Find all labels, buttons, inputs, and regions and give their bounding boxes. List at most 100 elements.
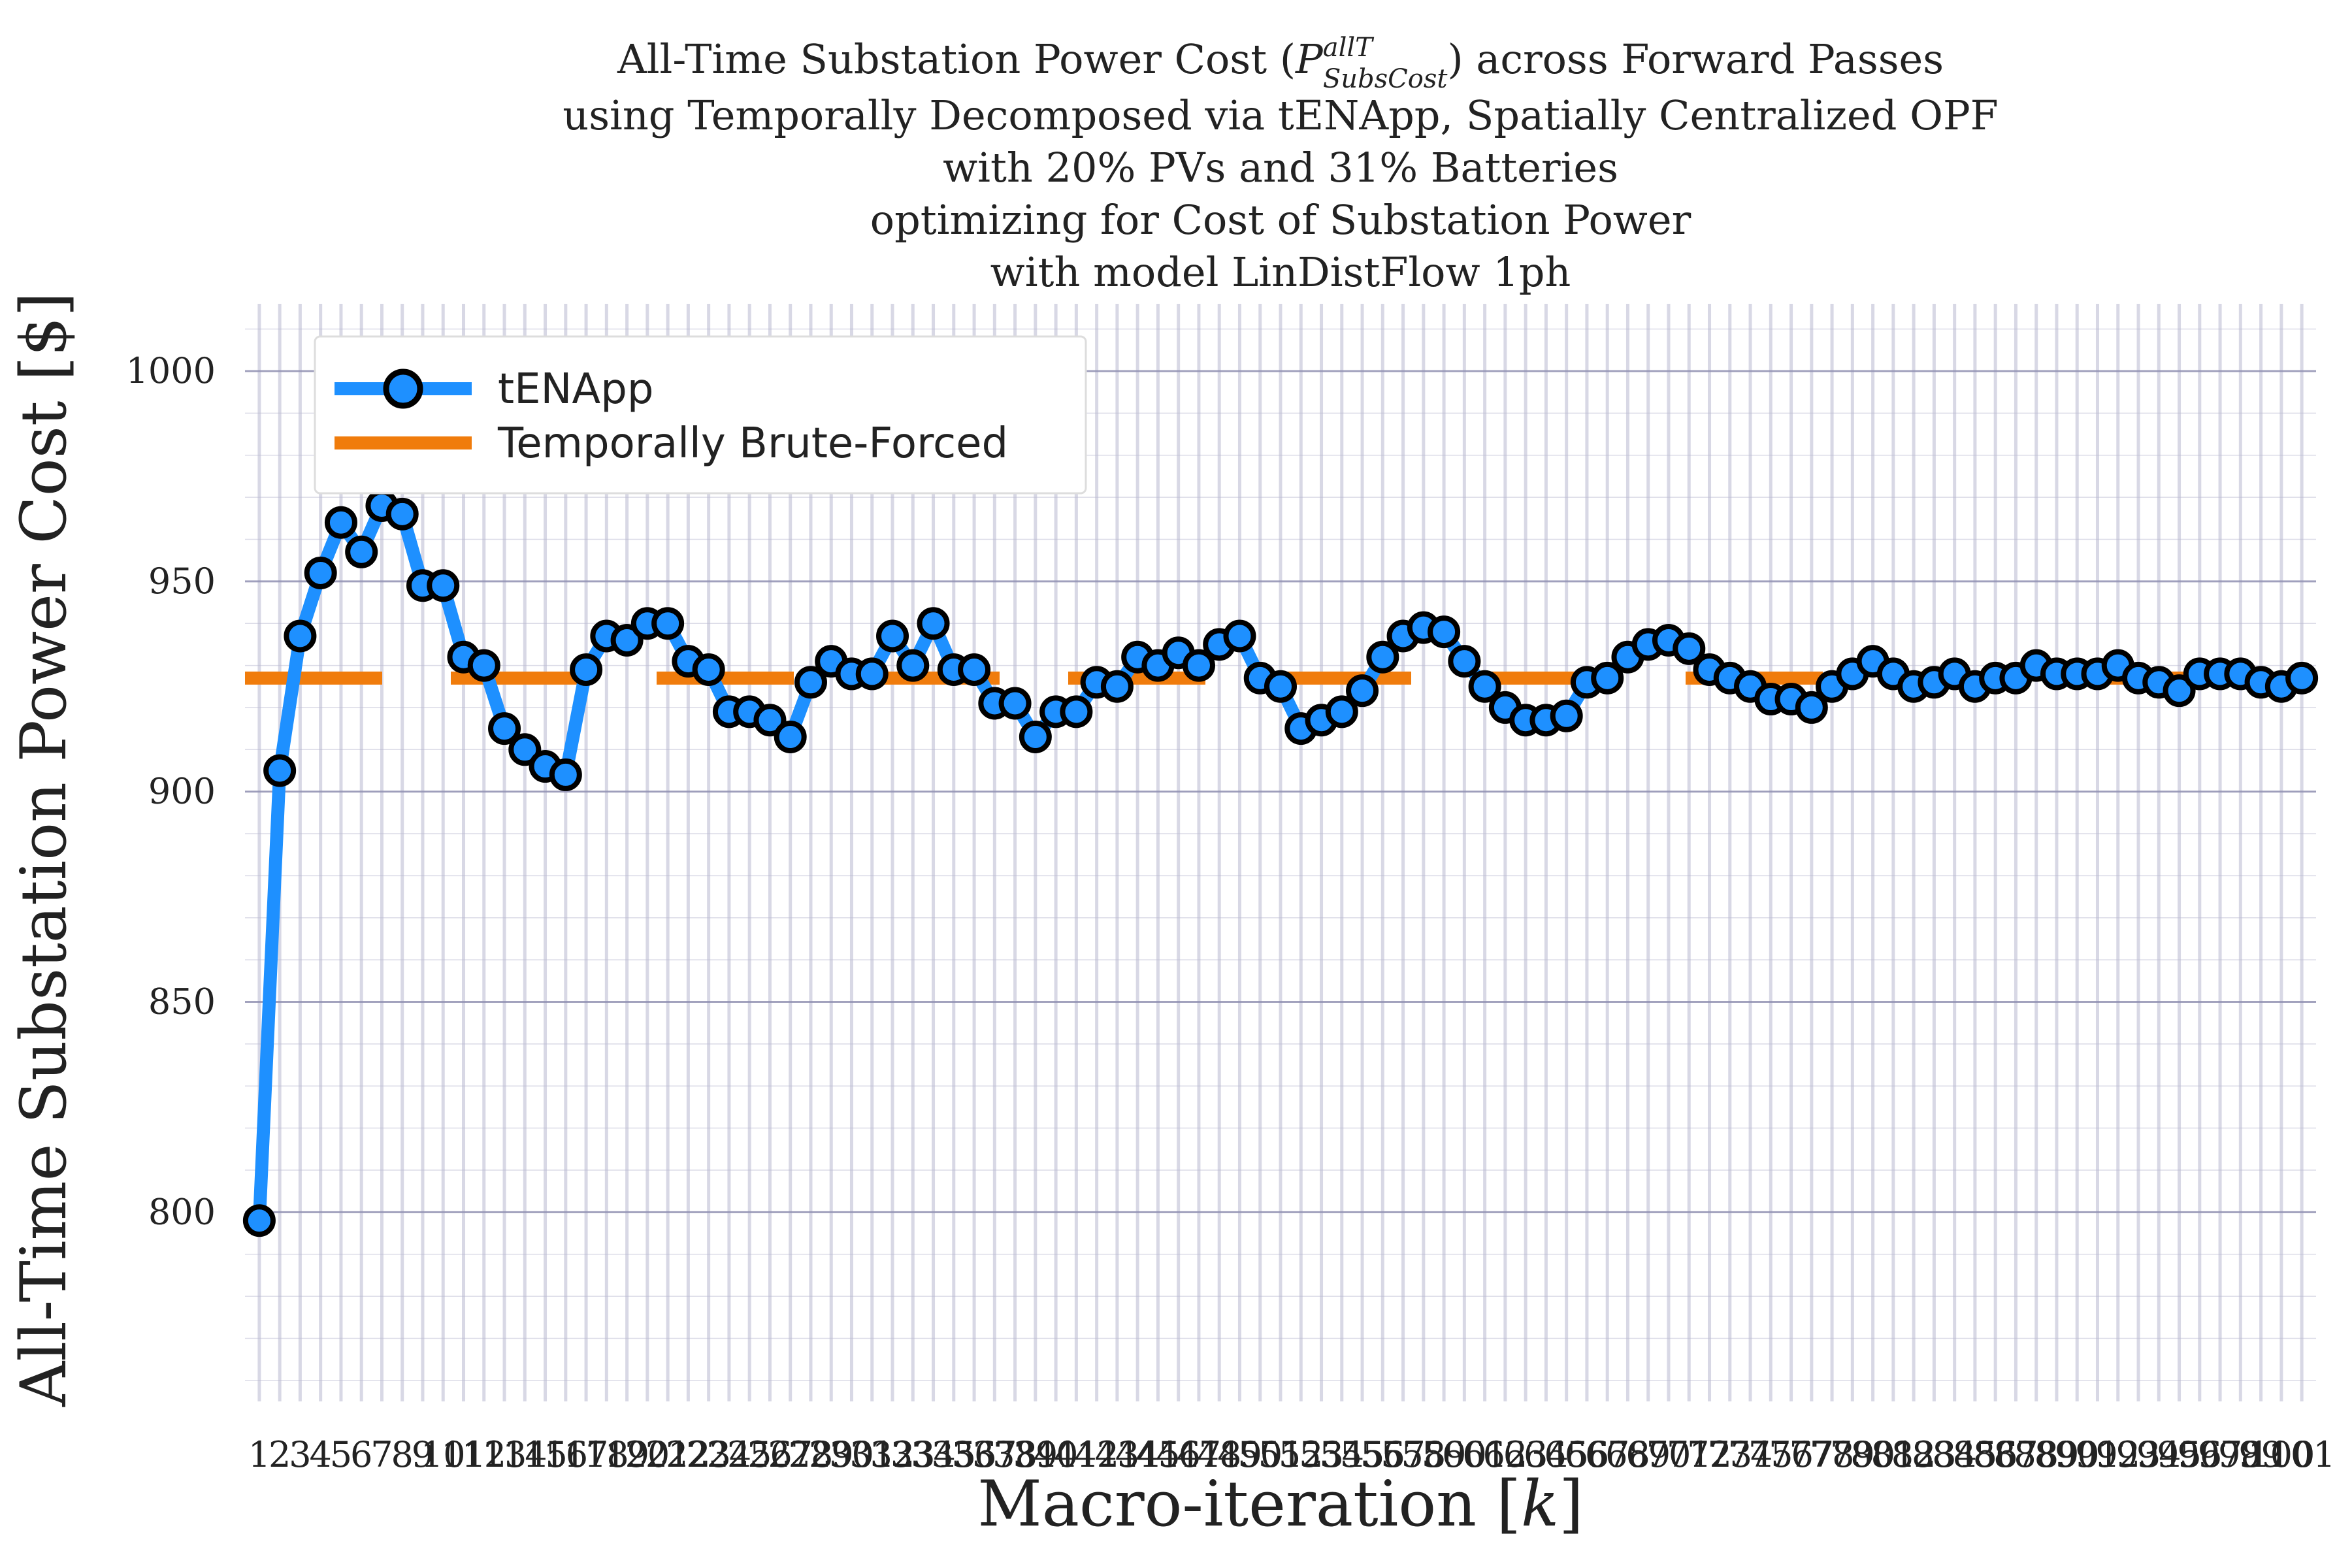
data-point-14	[508, 733, 542, 766]
data-point-101	[2285, 661, 2319, 694]
x-tick-label-61: 61	[1462, 1434, 1507, 1475]
x-tick-label-17: 17	[564, 1434, 609, 1475]
legend-tenapp-label: tENApp	[498, 365, 653, 414]
data-point-47	[1182, 649, 1215, 682]
x-tick-label-77: 77	[1789, 1434, 1834, 1475]
data-point-36	[958, 653, 991, 686]
x-tick-label-10: 10	[421, 1434, 466, 1475]
x-tick-label-35: 35	[931, 1434, 976, 1475]
title-line-1-prefix: All-Time Substation Power Cost (	[617, 35, 1296, 83]
x-tick-label-53: 53	[1299, 1434, 1344, 1475]
x-axis-label-text: Macro-iteration [	[977, 1467, 1521, 1541]
y-tick-label-850: 850	[148, 981, 216, 1022]
x-tick-label-42: 42	[1074, 1434, 1119, 1475]
data-point-33	[896, 649, 930, 682]
x-tick-label-93: 93	[2116, 1434, 2161, 1475]
x-tick-label-87: 87	[1993, 1434, 2038, 1475]
x-tick-label-21: 21	[645, 1434, 691, 1475]
tenapp-series	[242, 489, 2319, 1237]
data-point-77	[1795, 691, 1828, 724]
x-tick-label-49: 49	[1217, 1434, 1262, 1475]
x-tick-label-48: 48	[1197, 1434, 1242, 1475]
y-tick-label-800: 800	[148, 1191, 216, 1232]
x-tick-label-82: 82	[1891, 1434, 1936, 1475]
data-point-55	[1346, 674, 1379, 708]
x-axis-label: Macro-iteration [k]	[977, 1467, 1583, 1541]
x-tick-label-63: 63	[1503, 1434, 1548, 1475]
x-tick-label-40: 40	[1034, 1434, 1079, 1475]
data-point-19	[610, 623, 644, 657]
title-symbol-main: P	[1295, 35, 1324, 83]
x-tick-label-33: 33	[890, 1434, 936, 1475]
x-tick-label-59: 59	[1422, 1434, 1467, 1475]
x-tick-label-38: 38	[992, 1434, 1037, 1475]
data-point-8	[385, 497, 419, 531]
x-tick-label-91: 91	[2075, 1434, 2120, 1475]
x-tick-label-71: 71	[1667, 1434, 1712, 1475]
data-point-41	[1060, 695, 1093, 728]
x-tick-label-88: 88	[2014, 1434, 2059, 1475]
x-tick-label-64: 64	[1524, 1434, 1569, 1475]
data-point-59	[1428, 615, 1461, 649]
x-tick-label-18: 18	[584, 1434, 629, 1475]
x-tick-label-76: 76	[1769, 1434, 1814, 1475]
data-point-10	[427, 569, 460, 602]
x-tick-label-81: 81	[1871, 1434, 1916, 1475]
data-point-21	[651, 607, 685, 640]
x-tick-label-34: 34	[911, 1434, 956, 1475]
y-axis-label: All-Time Substation Power Cost [$]	[7, 292, 80, 1407]
legend: tENApp Temporally Brute-Forced	[314, 335, 1087, 495]
x-tick-label-89: 89	[2034, 1434, 2080, 1475]
data-point-17	[570, 653, 603, 686]
data-point-23	[692, 653, 725, 686]
x-tick-label-16: 16	[543, 1434, 588, 1475]
x-tick-label-28: 28	[789, 1434, 834, 1475]
x-tick-label-67: 67	[1585, 1434, 1630, 1475]
title-line-5: with model LinDistFlow 1ph	[990, 248, 1571, 296]
x-tick-label-15: 15	[523, 1434, 568, 1475]
x-tick-label-45: 45	[1135, 1434, 1181, 1475]
x-tick-label-95: 95	[2157, 1434, 2202, 1475]
data-point-95	[2163, 674, 2196, 708]
x-tick-label-9: 9	[412, 1434, 434, 1475]
x-tick-label-74: 74	[1728, 1434, 1773, 1475]
x-tick-label-31: 31	[849, 1434, 894, 1475]
data-point-4	[304, 556, 337, 589]
x-tick-label-11: 11	[441, 1434, 486, 1475]
legend-box	[314, 335, 1087, 495]
chart-title: All-Time Substation Power Cost (PallT Sub…	[563, 33, 1998, 296]
x-tick-label-7: 7	[370, 1434, 393, 1475]
x-tick-label-43: 43	[1095, 1434, 1140, 1475]
data-point-71	[1673, 632, 1706, 665]
x-tick-label-1: 1	[248, 1434, 270, 1475]
x-tick-label-37: 37	[972, 1434, 1017, 1475]
data-point-43	[1100, 670, 1134, 703]
y-tick-label-1000: 1000	[126, 350, 216, 391]
x-tick-label-62: 62	[1483, 1434, 1528, 1475]
data-point-12	[467, 649, 500, 682]
x-tick-labels: 1234567891011121314151617181920212223242…	[248, 1434, 2336, 1475]
x-tick-label-44: 44	[1115, 1434, 1160, 1475]
x-tick-label-99: 99	[2238, 1434, 2283, 1475]
data-point-1	[242, 1204, 276, 1237]
x-tick-label-96: 96	[2177, 1434, 2222, 1475]
title-symbol-subscript: SubsCost	[1323, 64, 1448, 94]
data-point-34	[917, 607, 950, 640]
x-tick-label-65: 65	[1544, 1434, 1589, 1475]
x-tick-label-22: 22	[666, 1434, 711, 1475]
x-tick-label-2: 2	[269, 1434, 291, 1475]
x-tick-label-69: 69	[1625, 1434, 1671, 1475]
x-tick-label-3: 3	[289, 1434, 311, 1475]
title-line-1-suffix: ) across Forward Passes	[1447, 35, 1944, 83]
y-tick-label-900: 900	[148, 771, 216, 812]
x-tick-label-29: 29	[809, 1434, 854, 1475]
x-tick-label-41: 41	[1054, 1434, 1099, 1475]
plot-area	[242, 304, 2319, 1401]
x-tick-label-19: 19	[604, 1434, 649, 1475]
data-point-56	[1366, 640, 1399, 674]
x-tick-label-26: 26	[747, 1434, 792, 1475]
x-tick-label-92: 92	[2095, 1434, 2140, 1475]
x-tick-label-14: 14	[502, 1434, 547, 1475]
x-tick-label-58: 58	[1401, 1434, 1446, 1475]
x-tick-label-12: 12	[461, 1434, 506, 1475]
